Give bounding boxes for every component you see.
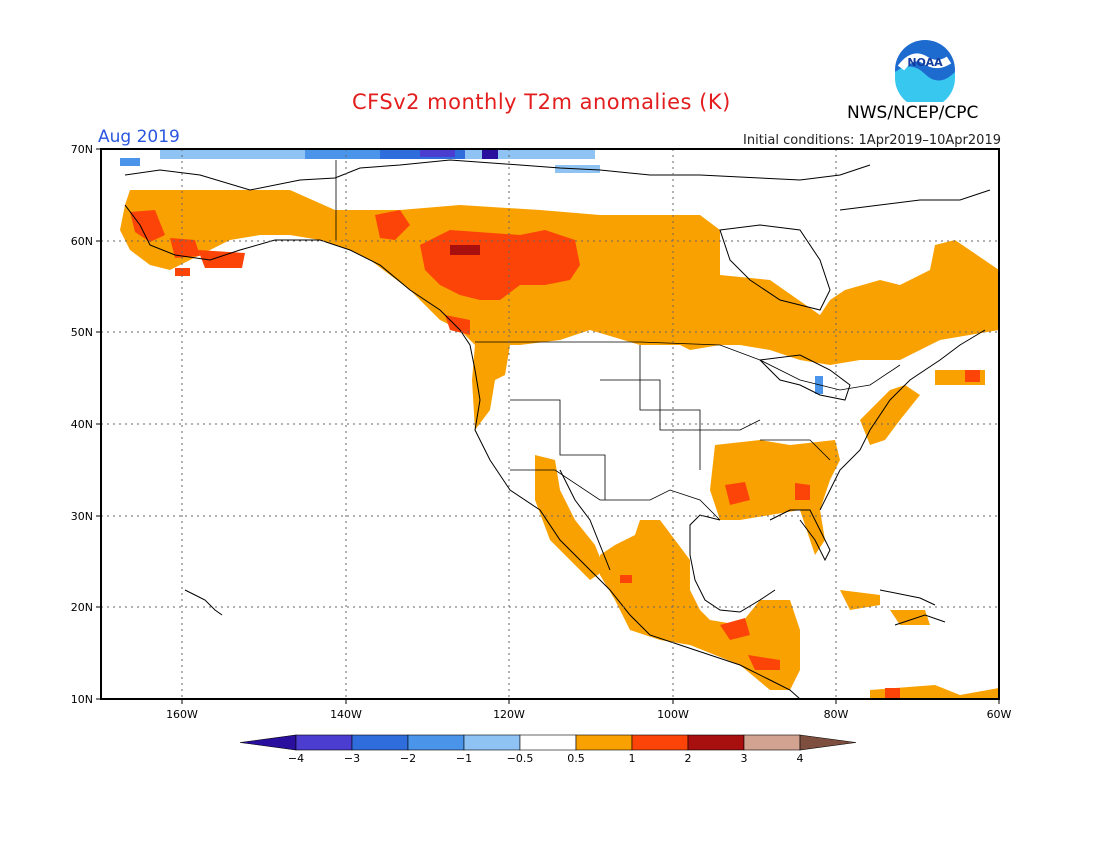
- map-field: [101, 149, 999, 699]
- lon-label: 80W: [824, 708, 849, 721]
- lat-label: 70N: [71, 143, 93, 156]
- warm-anomalies-3K: [450, 245, 480, 255]
- legend-color-box: [295, 734, 353, 751]
- lat-label: 30N: [71, 510, 93, 523]
- legend-label: 0.5: [567, 752, 585, 765]
- political-borders: [335, 160, 901, 521]
- legend-color-boxes: [239, 734, 857, 751]
- legend-label: 4: [797, 752, 804, 765]
- legend-color-box: [463, 734, 521, 751]
- lat-label: 50N: [71, 326, 93, 339]
- legend-label: −3: [344, 752, 360, 765]
- lon-label: 140W: [330, 708, 362, 721]
- lat-labels: 70N 60N 50N 40N 30N 20N 10N: [71, 143, 93, 706]
- legend-label: 2: [685, 752, 692, 765]
- legend-color-box: [743, 734, 801, 751]
- legend-color-box: [351, 734, 409, 751]
- legend-label: −0.5: [507, 752, 534, 765]
- lon-label: 120W: [493, 708, 525, 721]
- agency-label: NWS/NCEP/CPC: [847, 103, 979, 123]
- legend-color-box: [575, 734, 633, 751]
- lon-label: 160W: [166, 708, 198, 721]
- coastlines: [124, 159, 991, 699]
- lat-label: 20N: [71, 601, 93, 614]
- legend-label: −1: [456, 752, 472, 765]
- axis-ticks: [96, 148, 1000, 704]
- legend-label: 3: [741, 752, 748, 765]
- legend-color-box: [687, 734, 745, 751]
- lat-label: 60N: [71, 235, 93, 248]
- legend-color-box: [519, 734, 577, 751]
- legend-color-box: [631, 734, 689, 751]
- initial-conditions: Initial conditions: 1Apr2019–10Apr2019: [743, 133, 1001, 148]
- lat-label: 10N: [71, 693, 93, 706]
- legend-arrow-high: [799, 734, 857, 751]
- lon-label: 100W: [657, 708, 689, 721]
- legend-labels: −4 −3 −2 −1 −0.5 0.5 1 2 3 4: [288, 752, 804, 765]
- forecast-month: Aug 2019: [98, 127, 180, 147]
- legend-label: −4: [288, 752, 304, 765]
- noaa-logo: NOAA: [893, 38, 957, 108]
- map-title: CFSv2 monthly T2m anomalies (K): [352, 90, 731, 114]
- noaa-logo-text: NOAA: [907, 56, 943, 69]
- lon-label: 60W: [987, 708, 1012, 721]
- lat-label: 40N: [71, 418, 93, 431]
- legend-arrow-low: [239, 734, 297, 751]
- legend-color-box: [407, 734, 465, 751]
- graticule: [101, 149, 999, 699]
- lon-labels: 160W 140W 120W 100W 80W 60W: [166, 708, 1011, 721]
- legend-label: 1: [629, 752, 636, 765]
- legend-label: −2: [400, 752, 416, 765]
